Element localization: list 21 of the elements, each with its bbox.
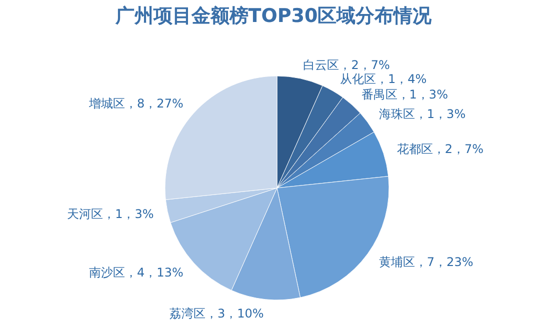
data-label: ，1，3% (103, 207, 154, 222)
data-label: ，7，23% (414, 255, 474, 270)
data-label: ，8，27% (125, 96, 184, 111)
slice-label: 花都区 (396, 142, 433, 156)
data-label: ，2，7% (432, 142, 484, 156)
slice-label: 番禺区 (361, 87, 398, 102)
slice-label: 天河区 (67, 207, 104, 222)
data-label: ，4，13% (125, 265, 184, 280)
data-label: ，2，7% (339, 58, 390, 72)
chart-title: 广州项目金额榜TOP30区域分布情况 (114, 4, 433, 29)
slice-label: 荔湾区 (170, 306, 206, 320)
slice-label: 海珠区 (378, 106, 415, 121)
slice-label: 南沙区 (89, 265, 126, 280)
data-label: ，1，3% (414, 106, 466, 121)
slice-label: 黄埔区 (378, 255, 415, 270)
slice-label: 增城区 (88, 96, 126, 111)
slice-label: 从化区 (340, 72, 376, 86)
data-label: ，1，4% (376, 72, 427, 86)
slice-label: 白云区 (303, 58, 340, 72)
data-label: ，1，3% (397, 87, 448, 102)
data-label: ，3，10% (206, 306, 264, 320)
